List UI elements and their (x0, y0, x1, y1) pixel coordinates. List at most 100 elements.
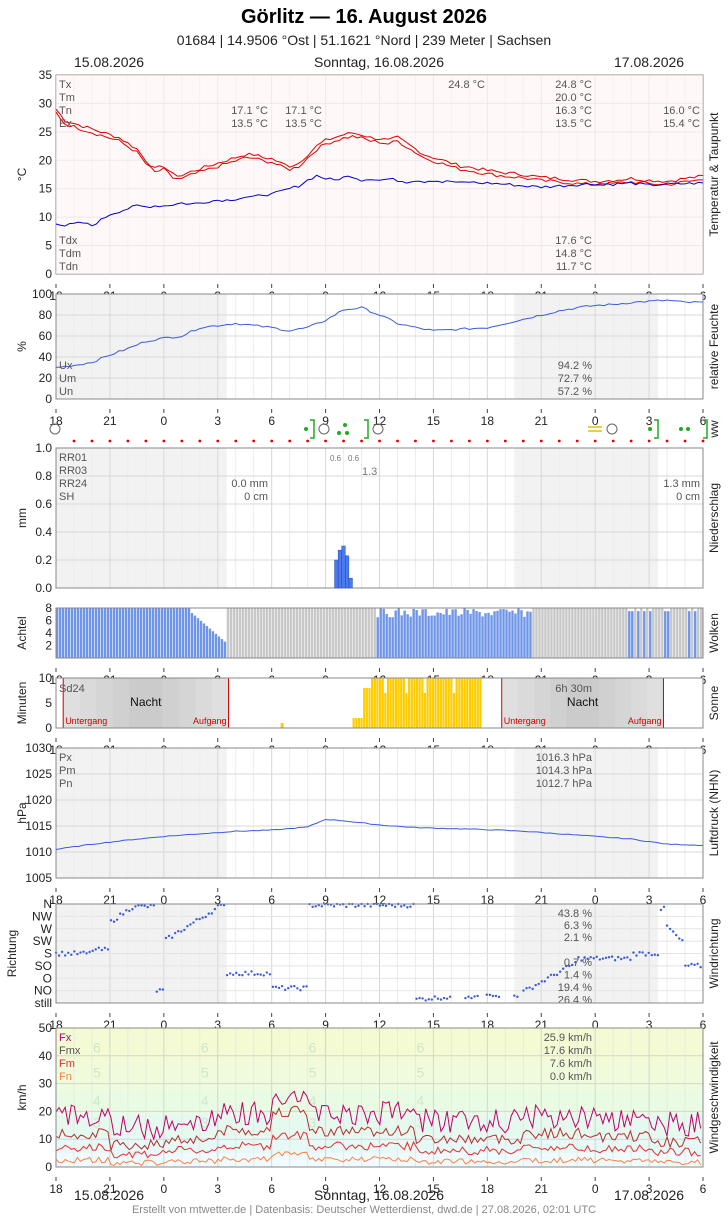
cloud-bar (121, 608, 125, 658)
wind-stat-label: Fmx (59, 1045, 81, 1057)
winddir-dot (140, 904, 143, 907)
ww-dot (557, 439, 561, 443)
precip-ytick-label: 0.6 (35, 497, 52, 511)
sun-bar (357, 718, 361, 728)
cloud-bar (217, 636, 221, 658)
cloud-bar (694, 611, 697, 658)
ww-dot (701, 439, 705, 443)
winddir-dot (650, 953, 653, 957)
humidity-xtick-label: 3 (646, 414, 653, 428)
cloud-gap-bar (364, 608, 367, 658)
sun-bar (452, 693, 456, 728)
winddir-dot (241, 973, 244, 977)
winddir-dot (696, 962, 699, 966)
cloud-bar (412, 608, 415, 658)
humidity-xtick-label: 21 (103, 414, 117, 428)
winddir-ytick-label: N (43, 897, 52, 911)
wind-stat-val: 25.9 km/h (544, 1032, 592, 1044)
cloud-bar (631, 611, 634, 658)
winddir-dot (671, 930, 675, 933)
cloud-gap-bar (367, 608, 370, 658)
cloud-bar (148, 608, 152, 658)
winddir-dot (305, 985, 308, 988)
winddir-dot (91, 949, 94, 953)
winddir-dot (265, 971, 269, 974)
cloud-gap-bar (271, 608, 275, 658)
humidity-xtick-label: 18 (481, 414, 495, 428)
pressure-ytick-label: 1025 (25, 767, 52, 781)
cloud-gap-bar (322, 608, 325, 658)
winddir-dot (112, 920, 116, 923)
cloud-bar (97, 608, 101, 658)
pressure-xtick-label: 9 (322, 893, 329, 907)
humidity-xtick-label: 15 (427, 414, 441, 428)
cloud-bar (133, 608, 137, 658)
cloud-bar (166, 608, 170, 658)
humidity-ytick-label: 80 (39, 308, 53, 322)
ww-dot (539, 439, 543, 443)
winddir-dot (311, 905, 314, 908)
cloud-bar (388, 617, 391, 658)
winddir-dot (543, 980, 547, 983)
cloud-bar (103, 608, 107, 658)
winddir-dot (122, 913, 125, 916)
precip-bar (345, 555, 350, 589)
wind-beaufort-label: 4 (309, 1092, 317, 1108)
sunset-label: Untergang (65, 716, 107, 726)
winddir-dot (271, 985, 275, 989)
cloud-gap-bar (541, 608, 544, 658)
wind-ytick-label: 0 (45, 1160, 52, 1174)
humidity-xtick-label: 0 (160, 414, 167, 428)
winddir-dot (283, 988, 287, 992)
date-left-bottom: 15.08.2026 (74, 1187, 145, 1203)
winddir-ytick-label: NW (32, 909, 53, 923)
winddir-xtick-label: 3 (214, 1018, 221, 1032)
wind-xtick-label: 0 (592, 1182, 599, 1196)
winddir-dot (491, 994, 495, 998)
sun-night-shade (129, 678, 147, 728)
winddir-dot (106, 948, 110, 951)
cloud-bar (397, 608, 400, 658)
sun-night-shade (96, 678, 114, 728)
cloud-bar (193, 615, 197, 658)
winddir-dot (299, 989, 302, 992)
sunset-label: Untergang (504, 716, 546, 726)
winddir-dot (354, 905, 357, 909)
station-info: 01684 | 14.9506 °Ost | 51.1621 °Nord | 2… (176, 32, 552, 48)
winddir-dot (620, 957, 623, 961)
ww-rain-symbol (679, 427, 683, 431)
winddir-dot (296, 987, 299, 990)
winddir-ytick-label: SO (35, 959, 52, 973)
winddir-dot (73, 950, 76, 953)
cloud-bar (130, 608, 134, 658)
winddir-dot (418, 996, 421, 1000)
ww-rain-symbol (686, 427, 690, 431)
sun-night-shade (566, 678, 584, 728)
temp-day2-val: 24.8 °C (555, 79, 592, 91)
winddir-dot (604, 956, 608, 960)
winddir-dot (76, 952, 79, 956)
winddir-dot (430, 998, 433, 1001)
cloud-gap-bar (658, 608, 661, 658)
ww-dot (432, 439, 435, 443)
ww-dot (162, 439, 166, 443)
cloud-gap-bar (538, 608, 541, 658)
sun-bar (397, 678, 400, 728)
precip-bar (348, 577, 353, 589)
cloud-bar (139, 608, 143, 658)
precip-stat-label: SH (59, 491, 74, 503)
sun-night-shade (178, 678, 196, 728)
date-right: 17.08.2026 (614, 54, 685, 70)
humidity-night-2 (514, 294, 659, 399)
cloud-bar (199, 620, 203, 658)
winddir-dot (390, 904, 394, 907)
pressure-night-2 (514, 748, 659, 878)
ww-dot (611, 439, 615, 443)
winddir-dot (88, 950, 91, 954)
cloud-gap-bar (373, 608, 376, 658)
cloud-bar (499, 609, 502, 658)
cloud-bar (430, 615, 433, 658)
winddir-dot (629, 958, 632, 962)
wind-beaufort-label: 4 (201, 1092, 209, 1108)
sun-night-shade (162, 678, 180, 728)
